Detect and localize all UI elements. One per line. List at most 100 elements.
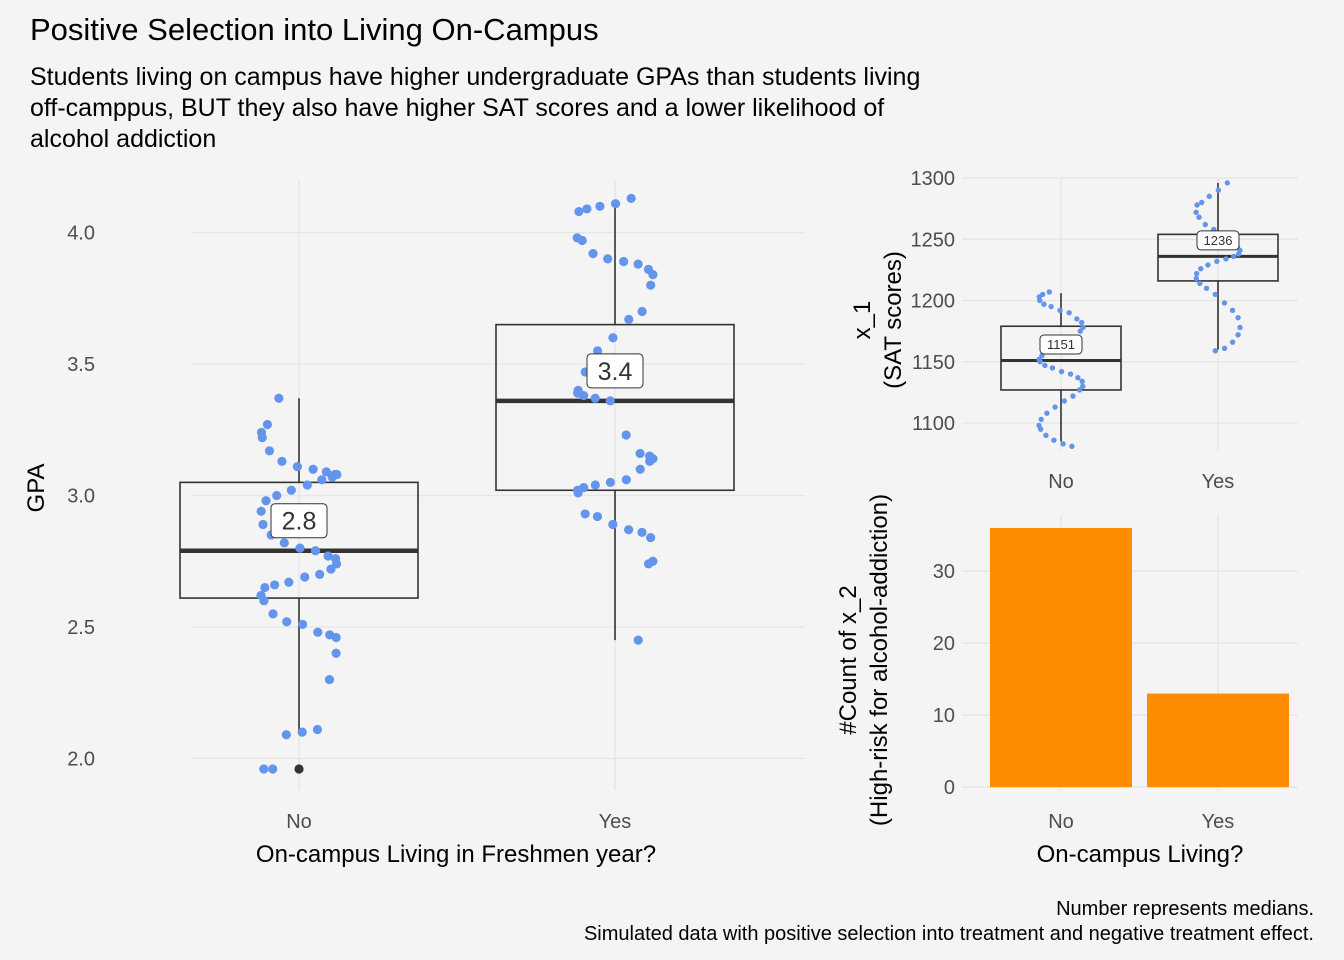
jitter-point — [595, 201, 605, 211]
jitter-point — [262, 419, 273, 430]
jitter-point — [1049, 365, 1056, 371]
jitter-point — [1076, 387, 1083, 393]
jitter-point — [1206, 193, 1212, 200]
jitter-point — [573, 488, 583, 498]
jitter-point — [1066, 310, 1072, 316]
jitter-point — [1237, 324, 1243, 331]
median-label: 1151 — [1047, 337, 1075, 352]
jitter-point — [272, 490, 282, 501]
caption-line: Number represents medians. — [1056, 898, 1314, 920]
jitter-point — [605, 396, 615, 406]
jitter-point — [1079, 319, 1085, 326]
jitter-point — [1070, 393, 1076, 399]
box-iqr — [1000, 325, 1122, 391]
jitter-point — [1215, 187, 1222, 193]
y-axis-title-line: (SAT scores) — [880, 251, 907, 389]
jitter-point — [1077, 328, 1083, 334]
jitter-point — [637, 527, 647, 537]
x-axis-title: On-campus Living in Freshmen year? — [256, 841, 656, 868]
jitter-point — [260, 582, 270, 593]
jitter-point — [313, 627, 323, 637]
x-tick-label: No — [1048, 471, 1074, 493]
jitter-point — [619, 256, 629, 267]
jitter-point — [1221, 300, 1228, 306]
jitter-point — [259, 764, 269, 774]
jitter-point — [1038, 416, 1044, 423]
jitter-point — [1067, 371, 1074, 377]
y-axis-title-line: x_1 — [849, 301, 876, 340]
jitter-point — [590, 480, 600, 490]
jitter-point — [257, 433, 267, 443]
jitter-point — [1202, 221, 1208, 228]
jitter-point — [1214, 258, 1220, 265]
bar — [1147, 693, 1289, 788]
jitter-point — [1235, 314, 1241, 321]
jitter-point — [326, 564, 336, 574]
jitter-point — [315, 569, 325, 579]
jitter-point — [608, 519, 618, 530]
jitter-point — [331, 632, 341, 643]
y-tick-label: 3.0 — [67, 486, 95, 508]
jitter-point — [603, 254, 613, 264]
jitter-point — [621, 430, 631, 440]
jitter-point — [646, 532, 656, 543]
x-tick-label: Yes — [1202, 811, 1235, 833]
jitter-point — [268, 609, 278, 619]
jitter-point — [300, 572, 310, 582]
subtitle-line: alcohol addiction — [30, 125, 217, 153]
median-label-box — [586, 353, 644, 389]
median-label-box — [270, 503, 328, 539]
jitter-point — [323, 551, 333, 561]
median-label-box — [1039, 334, 1083, 355]
jitter-point — [1061, 398, 1068, 404]
jitter-point — [610, 199, 621, 209]
y-tick-label: 1300 — [911, 168, 956, 190]
x-tick-label: Yes — [1202, 471, 1235, 493]
outlier-point — [294, 764, 304, 774]
y-tick-label: 30 — [933, 561, 955, 583]
jitter-point — [1205, 262, 1211, 268]
jitter-point — [256, 506, 266, 516]
jitter-point — [1199, 199, 1205, 206]
jitter-point — [624, 525, 634, 535]
jitter-point — [648, 270, 658, 280]
y-tick-label: 2.0 — [67, 748, 95, 770]
jitter-point — [643, 559, 654, 569]
jitter-point — [580, 509, 590, 519]
y-tick-label: 1200 — [911, 291, 956, 313]
jitter-point — [646, 280, 656, 290]
x-tick-label: Yes — [599, 811, 632, 833]
y-tick-label: 2.5 — [67, 617, 95, 639]
jitter-point — [626, 193, 636, 204]
y-tick-label: 4.0 — [67, 223, 95, 245]
jitter-point — [592, 346, 603, 356]
jitter-point — [1230, 253, 1237, 260]
jitter-point — [1044, 410, 1050, 416]
jitter-point — [1037, 359, 1043, 365]
jitter-point — [1196, 214, 1202, 220]
jitter-point — [635, 464, 645, 474]
jitter-point — [1075, 375, 1081, 381]
y-tick-label: 10 — [933, 705, 955, 727]
jitter-point — [321, 467, 331, 477]
jitter-point — [1074, 316, 1080, 322]
jitter-point — [297, 619, 308, 629]
jitter-point — [1235, 251, 1242, 257]
jitter-point — [624, 314, 634, 324]
box-iqr — [179, 481, 419, 599]
jitter-point — [1052, 404, 1058, 410]
jitter-point — [574, 206, 584, 217]
jitter-point — [1229, 339, 1236, 345]
jitter-point — [1079, 378, 1085, 385]
jitter-point — [1037, 297, 1043, 304]
jitter-point — [577, 235, 587, 246]
jitter-point — [1203, 285, 1210, 291]
jitter-point — [331, 648, 341, 658]
chart-title: Positive Selection into Living On-Campus — [30, 12, 599, 47]
y-tick-label: 1250 — [911, 229, 956, 251]
subtitle-line: Students living on campus have higher un… — [30, 63, 921, 91]
jitter-point — [264, 446, 275, 456]
y-tick-label: 1100 — [912, 413, 955, 435]
